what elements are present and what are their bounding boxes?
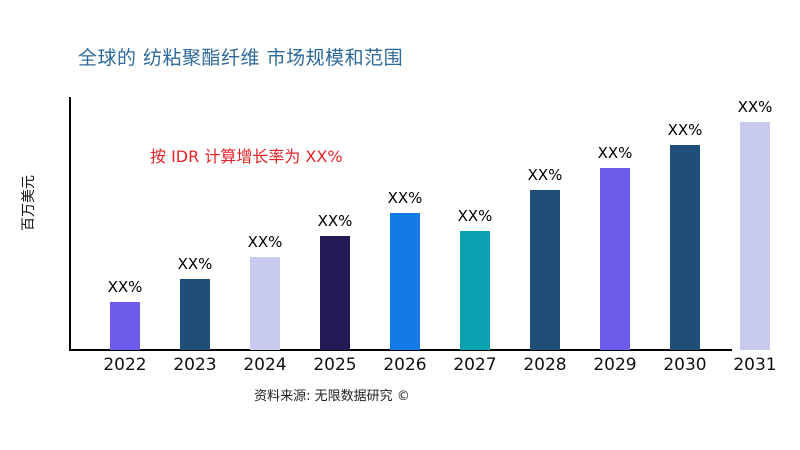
- y-axis-label: 百万美元: [21, 175, 37, 231]
- x-tick-label-2026: 2026: [383, 355, 427, 375]
- x-tick-label-2029: 2029: [593, 355, 637, 375]
- bar-2029: [600, 168, 630, 350]
- x-tick-label-2022: 2022: [103, 355, 147, 375]
- bar-value-label-2027: XX%: [457, 207, 493, 225]
- y-axis-line: [69, 97, 71, 351]
- x-tick-label-2031: 2031: [733, 355, 777, 375]
- bar-value-label-2029: XX%: [597, 144, 633, 162]
- x-tick-label-2025: 2025: [313, 355, 357, 375]
- bar-2031: [740, 122, 770, 350]
- x-tick-label-2024: 2024: [243, 355, 287, 375]
- bar-2030: [670, 145, 700, 350]
- bar-2025: [320, 236, 350, 350]
- bar-value-label-2025: XX%: [317, 212, 353, 230]
- bar-2022: [110, 302, 140, 350]
- bar-2023: [180, 279, 210, 350]
- bar-value-label-2028: XX%: [527, 166, 563, 184]
- x-tick-label-2027: 2027: [453, 355, 497, 375]
- x-tick-label-2028: 2028: [523, 355, 567, 375]
- page-title: 全球的 纺粘聚酯纤维 市场规模和范围: [78, 47, 404, 69]
- growth-annotation: 按 IDR 计算增长率为 XX%: [150, 147, 343, 166]
- bar-2024: [250, 257, 280, 350]
- bar-2027: [460, 231, 490, 350]
- bar-value-label-2030: XX%: [667, 121, 703, 139]
- source-note: 资料来源: 无限数据研究 ©: [254, 389, 410, 404]
- bar-value-label-2024: XX%: [247, 233, 283, 251]
- x-axis-line: [69, 349, 732, 351]
- bar-value-label-2022: XX%: [107, 278, 143, 296]
- bar-2028: [530, 190, 560, 350]
- bar-2026: [390, 213, 420, 350]
- bar-value-label-2023: XX%: [177, 255, 213, 273]
- x-tick-label-2023: 2023: [173, 355, 217, 375]
- x-tick-label-2030: 2030: [663, 355, 707, 375]
- bar-value-label-2031: XX%: [737, 98, 773, 116]
- bar-value-label-2026: XX%: [387, 189, 423, 207]
